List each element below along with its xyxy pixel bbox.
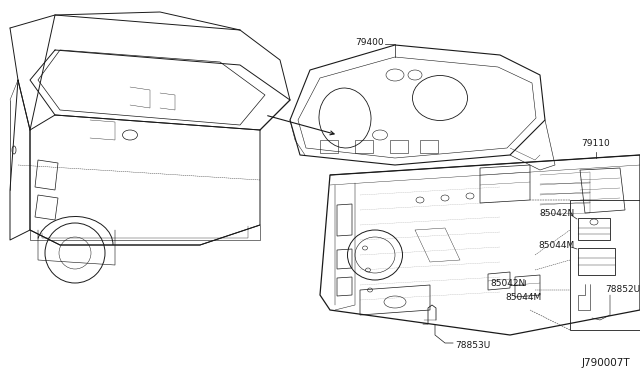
Text: 79110: 79110 <box>582 139 611 148</box>
Text: 85042N: 85042N <box>490 279 525 288</box>
Text: J790007T: J790007T <box>581 358 630 368</box>
Text: 78853U: 78853U <box>455 340 490 350</box>
Text: 78852U: 78852U <box>605 285 640 295</box>
Text: 85044M: 85044M <box>505 294 541 302</box>
Text: 85042N: 85042N <box>540 208 575 218</box>
Text: 85044M: 85044M <box>539 241 575 250</box>
Text: 79400: 79400 <box>355 38 383 46</box>
